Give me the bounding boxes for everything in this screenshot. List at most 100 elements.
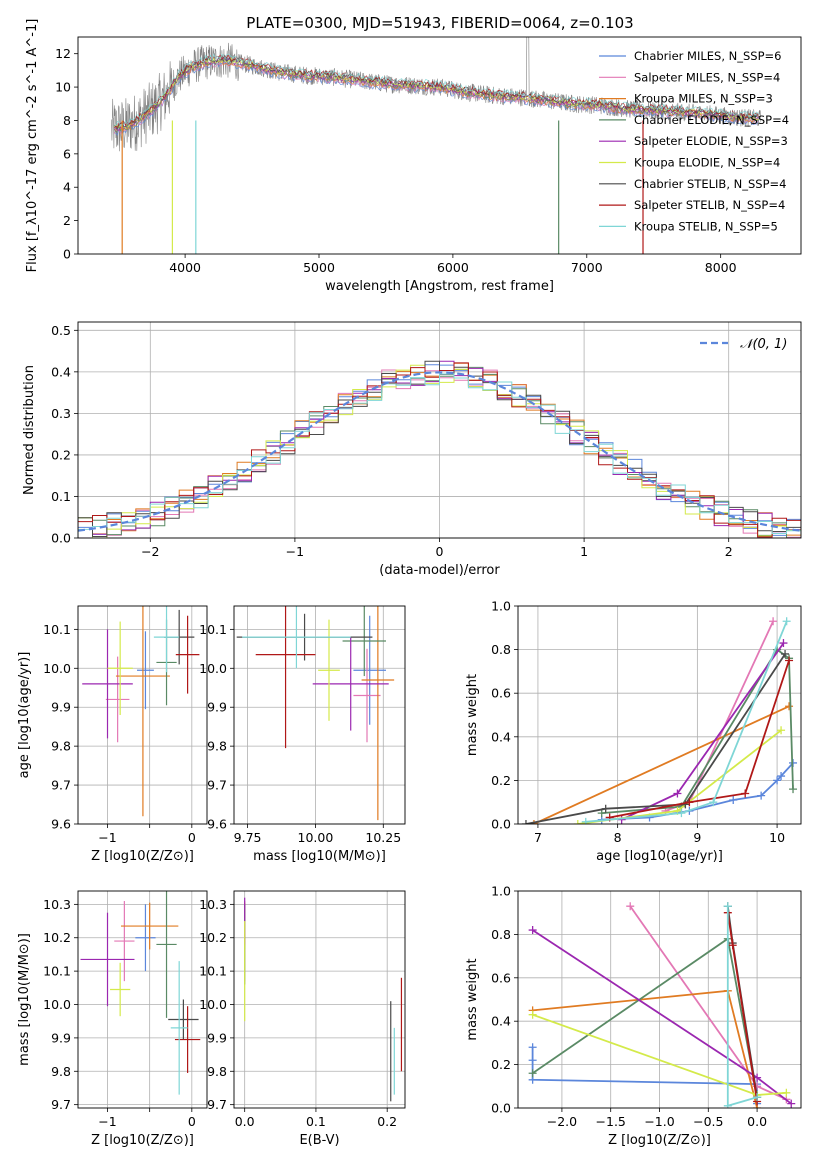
mass-weight-marker [521, 820, 530, 824]
mass-weight-marker [785, 656, 794, 665]
y-tick-label: 10.0 [43, 997, 71, 1012]
x-tick-label: 8 [614, 830, 622, 845]
mass-weight-marker [723, 902, 732, 911]
spectrum-panel: 4000 5000 6000 7000 8000 0 2 4 6 8 10 12 wavelength … [25, 19, 802, 294]
mass-weight-marker [528, 1010, 537, 1019]
x-tick-label: 0 [436, 544, 444, 559]
x-tick-label: 10.25 [365, 830, 401, 845]
y-tick-label: 9.7 [51, 1097, 71, 1112]
legend-entry: Chabrier MILES, N_SSP=6 [634, 49, 781, 63]
x-tick-label: 0.1 [306, 1114, 326, 1129]
x-axis-label: age [log10(age/yr)] [596, 849, 723, 864]
age-vs-metallicity-panel: −1 0 9.6 9.7 9.8 9.9 10.0 10.1 Z [log10(Z/Z⊙)] ag… [17, 605, 208, 864]
mass-weight-line [533, 705, 790, 824]
x-tick-label: −1 [286, 544, 304, 559]
y-tick-label: 9.9 [207, 700, 227, 715]
y-tick-label: 0.4 [51, 364, 71, 379]
spectrum-lines [111, 37, 761, 254]
y-tick-label: 0.6 [491, 686, 511, 701]
mass-weight-marker [777, 772, 786, 781]
y-tick-label: 0.4 [491, 1014, 511, 1029]
y-tick-label: 9.9 [51, 700, 71, 715]
plot-frame [77, 36, 802, 255]
histogram-series [78, 373, 801, 538]
x-axis-label: Z [log10(Z/Z⊙)] [91, 849, 194, 864]
legend-entry: Salpeter MILES, N_SSP=4 [634, 70, 780, 84]
normal-curve [78, 371, 801, 532]
age-vs-mass-panel: 9.75 10.00 10.25 9.6 9.7 9.8 9.9 10.0 10.1 mass [… [199, 605, 406, 864]
x-tick-label: −1.0 [644, 1114, 674, 1129]
mass-weight-marker [601, 804, 610, 813]
y-tick-label: 9.8 [207, 1064, 227, 1079]
plot-frame [77, 605, 208, 825]
y-tick-label: 2 [63, 213, 71, 228]
mass-weight-marker [528, 1056, 537, 1065]
x-tick-label: 6000 [437, 260, 469, 275]
y-tick-label: 0.3 [51, 406, 71, 421]
x-tick-label: 9 [693, 830, 701, 845]
x-tick-label: 4000 [169, 260, 201, 275]
mass-weight-marker [777, 726, 786, 735]
mass-weight-marker [781, 649, 790, 658]
residual-histogram-panel: −2 −1 0 1 2 0.0 0.1 0.2 0.3 0.4 0.5 (data-model)/er… [22, 321, 802, 578]
mass-weight-line [532, 937, 758, 1098]
x-axis-label: E(B-V) [299, 1133, 339, 1148]
x-tick-label: −1.5 [596, 1114, 626, 1129]
y-tick-label: 9.8 [51, 1064, 71, 1079]
y-tick-label: 0.8 [491, 642, 511, 657]
mass-weight-marker [787, 1099, 796, 1108]
model-spectrum-line [114, 61, 759, 136]
y-tick-label: 10.1 [43, 964, 71, 979]
legend-entry: Kroupa MILES, N_SSP=3 [634, 92, 773, 106]
mass-weight-marker [597, 809, 606, 818]
x-tick-label: 10 [769, 830, 785, 845]
mass-weight-marker [709, 798, 718, 807]
y-tick-label: 1.0 [491, 599, 511, 614]
x-tick-label: 1 [580, 544, 588, 559]
legend-entry: Salpeter STELIB, N_SSP=4 [634, 198, 785, 212]
y-tick-label: 9.8 [51, 739, 71, 754]
mass-weight-marker [529, 820, 538, 824]
y-tick-label: 0.2 [491, 1057, 511, 1072]
plot-frame [77, 321, 802, 539]
mass-weight-layer [521, 617, 798, 824]
mass-weight-marker [741, 789, 750, 798]
mass-weight-vs-metallicity-panel: −2.0 −1.5 −1.0 −0.5 0.0 0.0 0.2 0.4 0.6 0.8 1.0 Z [… [465, 884, 802, 1148]
x-tick-label: 7 [534, 830, 542, 845]
x-tick-label: 7000 [571, 260, 603, 275]
mass-weight-marker [685, 798, 694, 807]
x-tick-label: −2 [141, 544, 159, 559]
y-tick-label: 0.1 [51, 489, 71, 504]
mass-weight-marker [528, 1069, 537, 1078]
errorbar-layer [80, 891, 201, 1095]
x-tick-label: 8000 [705, 260, 737, 275]
y-tick-label: 10.1 [199, 964, 227, 979]
x-tick-label: 0 [188, 1114, 196, 1129]
x-tick-label: 5000 [303, 260, 335, 275]
y-tick-label: 10.1 [43, 622, 71, 637]
mass-weight-marker [581, 817, 590, 824]
mass-vs-metallicity-panel: −1 0 9.7 9.8 9.9 10.0 10.1 10.2 10.3 Z [log10(Z/Z… [17, 890, 208, 1148]
model-spectrum-line [113, 54, 759, 129]
y-tick-label: 10.0 [199, 997, 227, 1012]
y-tick-label: 0.0 [491, 1101, 511, 1116]
x-tick-label: 9.75 [234, 830, 262, 845]
y-tick-label: 0.5 [51, 323, 71, 338]
errorbar-layer [236, 606, 395, 821]
histogram-lines [78, 360, 801, 538]
y-tick-label: 0.2 [51, 447, 71, 462]
plot-frame [517, 890, 802, 1109]
mass-weight-marker [753, 1093, 762, 1102]
plot-frame [233, 605, 406, 825]
mass-weight-layer [528, 902, 796, 1108]
y-tick-label: 10.2 [43, 930, 71, 945]
y-axis-label: mass [log10(M/M⊙)] [17, 933, 32, 1066]
mass-weight-marker [729, 796, 738, 805]
mass-weight-line [585, 620, 788, 823]
mass-weight-marker [728, 941, 737, 950]
mass-weight-marker [779, 639, 788, 648]
mass-vs-extinction-panel: 0.0 0.1 0.2 9.7 9.8 9.9 10.0 10.1 10.2 10.3 E(B-V) [199, 890, 406, 1148]
y-axis-label: Flux [f_λ10^-17 erg cm^-2 s^-1 A^-1] [25, 19, 40, 273]
model-spectrum-line [113, 56, 759, 129]
mass-weight-line [532, 929, 792, 1105]
